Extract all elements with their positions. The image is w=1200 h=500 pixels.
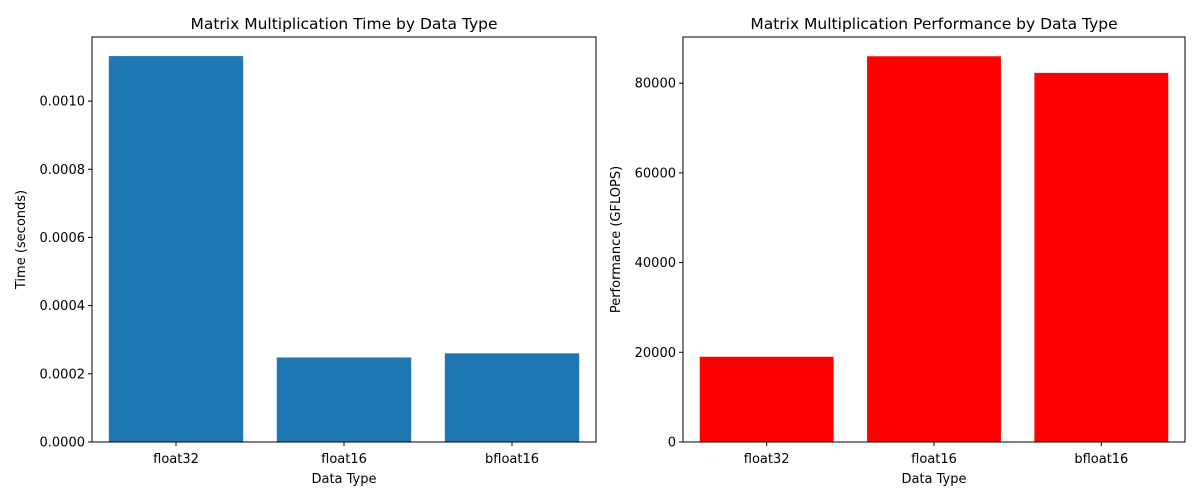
y-tick-label: 20000 [635,346,676,361]
bar-bfloat16 [1034,72,1169,442]
bar-float16 [276,357,412,442]
chart-panel-1: float32 float16 bfloat16 0.0000 0.0002 0.0004… [14,15,597,487]
chart-title: Matrix Multiplication Time by Data Type [190,15,497,33]
x-tick-label: float32 [153,452,199,467]
y-tick-label: 0 [668,436,676,451]
y-tick-label: 0.0010 [40,95,86,110]
bar-bfloat16 [444,353,580,442]
x-tick-label: float16 [911,452,957,467]
y-tick-label: 80000 [635,77,676,92]
bar-float16 [867,56,1001,442]
y-tick-label: 40000 [635,256,676,271]
x-axis-label: Data Type [311,472,376,487]
y-tick-label: 0.0006 [40,231,86,246]
x-tick-label: float16 [321,452,367,467]
y-tick-label: 0.0000 [40,436,86,451]
bar-float32 [108,56,244,443]
bar-float32 [699,356,834,442]
x-tick-label: bfloat16 [485,452,539,467]
y-tick-label: 60000 [635,166,676,181]
x-tick-label: bfloat16 [1074,452,1128,467]
chart-panel-2: float32 float16 bfloat16 0 20000 40000 60000 80… [609,15,1186,487]
x-axis-label: Data Type [901,472,966,487]
y-axis-label: Performance (GFLOPS) [609,166,624,313]
chart-title: Matrix Multiplication Performance by Dat… [750,15,1117,33]
y-tick-label: 0.0002 [40,367,86,382]
y-tick-label: 0.0008 [40,163,86,178]
x-tick-label: float32 [744,452,790,467]
y-tick-label: 0.0004 [40,299,86,314]
y-axis-label: Time (seconds) [14,190,29,290]
